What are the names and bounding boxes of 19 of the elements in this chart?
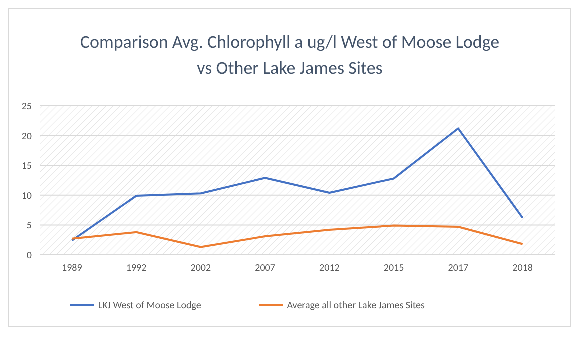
- y-tick-label: 10: [22, 188, 32, 202]
- x-tick-label: 1989: [62, 261, 82, 274]
- y-tick-label: 15: [22, 159, 32, 172]
- x-tick-label: 2002: [190, 261, 212, 274]
- x-tick-label: 2015: [384, 261, 404, 274]
- legend-label: LKJ West of Moose Lodge: [98, 298, 202, 312]
- y-tick-label: 20: [22, 129, 32, 142]
- line-series: [71, 128, 524, 242]
- x-tick-label: 1992: [126, 261, 147, 274]
- x-tick-label: 2007: [255, 261, 276, 274]
- line-series: [71, 224, 524, 248]
- chart-title: Comparison Avg. Chlorophyll a ug/l West of Moose Lodge vs Other Lake James Sites: [80, 31, 500, 79]
- x-tick-label: 2018: [512, 261, 533, 274]
- legend-label: Average all other Lake James Sites: [287, 298, 426, 312]
- x-tick-label: 2017: [448, 261, 469, 274]
- y-tick-label: 25: [22, 100, 32, 112]
- x-tick-label: 2012: [320, 261, 340, 274]
- y-tick-label: 0: [26, 248, 32, 262]
- y-tick-label: 5: [26, 218, 32, 232]
